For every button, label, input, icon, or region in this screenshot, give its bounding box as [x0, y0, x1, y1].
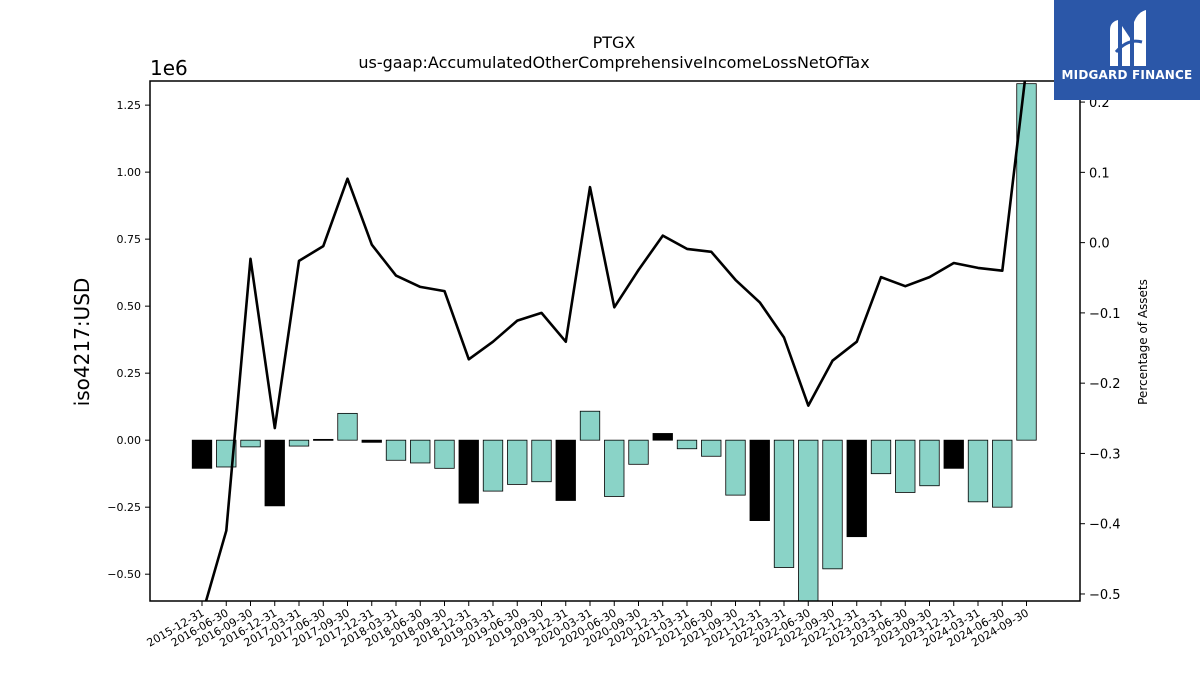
bar-2022-06-30 [798, 439, 819, 601]
bar-2020-12-31 [652, 433, 673, 441]
bar-2022-03-31 [773, 439, 795, 568]
y2-tick-label: −0.4 [1089, 518, 1121, 533]
chart-title: PTGX [593, 33, 636, 52]
bar-2020-03-31 [579, 410, 601, 441]
bar-2023-12-31 [943, 439, 964, 469]
line-series [204, 81, 1027, 601]
y2-tick-label: −0.3 [1089, 447, 1121, 462]
bar-2022-09-30 [822, 439, 843, 570]
bar-2022-12-31 [846, 439, 867, 538]
bar-2024-03-31 [967, 439, 989, 503]
y2-tick-label: −0.5 [1089, 588, 1121, 603]
y-tick-label: 0.50 [117, 300, 142, 313]
y-tick-label: −0.25 [107, 501, 141, 514]
percentage-line [204, 81, 1027, 601]
y2-tick-label: 0.1 [1089, 166, 1110, 181]
y-axis-multiplier: 1e6 [150, 56, 188, 80]
bar-2019-03-31 [482, 439, 504, 492]
bar-2020-06-30 [604, 439, 625, 497]
y2-tick-label: 0.0 [1089, 237, 1110, 252]
y-tick-label: −0.50 [107, 568, 141, 581]
y-tick-label: 0.75 [117, 233, 142, 246]
bar-2019-09-30 [531, 439, 552, 483]
bar-2017-09-30 [337, 412, 358, 441]
chart-subtitle: us-gaap:AccumulatedOtherComprehensiveInc… [358, 53, 869, 72]
bar-2021-12-31 [749, 439, 770, 521]
bar-2016-12-31 [264, 439, 285, 507]
bar-2016-09-30 [240, 439, 261, 448]
bar-2021-09-30 [725, 439, 746, 496]
bar-2023-03-31 [870, 439, 892, 475]
bar-2015-12-31 [191, 439, 213, 469]
logo-mark-icon [1110, 10, 1146, 66]
bar-2018-06-30 [410, 439, 431, 464]
bar-2023-09-30 [919, 439, 940, 487]
logo-text: MIDGARD FINANCE [1061, 68, 1193, 82]
bar-2019-06-30 [507, 439, 528, 485]
y-tick-label: 0.25 [117, 367, 142, 380]
bar-2023-06-30 [895, 439, 916, 493]
bar-2024-09-30 [1016, 83, 1037, 441]
y2-axis-label: Percentage of Assets [1136, 279, 1150, 405]
bar-2016-06-30 [216, 439, 237, 468]
bar-2021-06-30 [701, 439, 722, 457]
bar-2020-09-30 [628, 439, 649, 465]
bar-2018-12-31 [458, 439, 479, 504]
y2-axis: −0.5−0.4−0.3−0.2−0.10.00.10.2 [1080, 96, 1121, 603]
bar-2018-09-30 [434, 439, 455, 469]
bar-2024-06-30 [992, 439, 1013, 508]
y-tick-label: 0.00 [117, 434, 142, 447]
plot-frame [149, 80, 1081, 602]
company-logo: MIDGARD FINANCE [1054, 0, 1200, 100]
y-tick-label: 1.00 [117, 166, 142, 179]
y2-tick-label: −0.2 [1089, 377, 1121, 392]
bar-2017-06-30 [313, 438, 334, 441]
bar-2018-03-31 [385, 439, 407, 461]
x-axis: 2015-12-312016-06-302016-09-302016-12-31… [145, 601, 1031, 650]
y-axis-label: iso4217:USD [70, 278, 94, 407]
bar-2021-03-31 [676, 439, 698, 450]
y-axis: −0.50 −0.25 0.00 0.25 0.50 0.75 1.00 1.25 [107, 99, 150, 581]
y2-tick-label: −0.1 [1089, 307, 1121, 322]
bar-series [191, 83, 1037, 601]
bar-2017-03-31 [288, 439, 310, 447]
bar-2019-12-31 [555, 439, 576, 501]
bar-2017-12-31 [361, 439, 382, 443]
y-tick-label: 1.25 [117, 99, 142, 112]
